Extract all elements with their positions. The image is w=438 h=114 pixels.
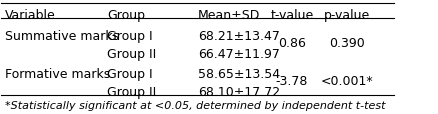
Text: t-value: t-value: [270, 9, 313, 22]
Text: *Statistically significant at <0.05, determined by independent t-test: *Statistically significant at <0.05, det…: [5, 100, 385, 110]
Text: 58.65±13.54
68.10±17.72: 58.65±13.54 68.10±17.72: [197, 67, 279, 98]
Text: Group: Group: [107, 9, 145, 22]
Text: 68.21±13.47
66.47±11.97: 68.21±13.47 66.47±11.97: [197, 30, 279, 61]
Text: Mean±SD: Mean±SD: [197, 9, 259, 22]
Text: -3.78: -3.78: [275, 74, 307, 87]
Text: Group I
Group II: Group I Group II: [107, 30, 156, 61]
Text: Summative marks: Summative marks: [5, 30, 119, 43]
Text: p-value: p-value: [323, 9, 369, 22]
Text: <0.001*: <0.001*: [320, 74, 372, 87]
Text: Variable: Variable: [5, 9, 56, 22]
Text: 0.390: 0.390: [328, 37, 364, 50]
Text: 0.86: 0.86: [277, 37, 305, 50]
Text: Group I
Group II: Group I Group II: [107, 67, 156, 98]
Text: Formative marks: Formative marks: [5, 67, 110, 80]
